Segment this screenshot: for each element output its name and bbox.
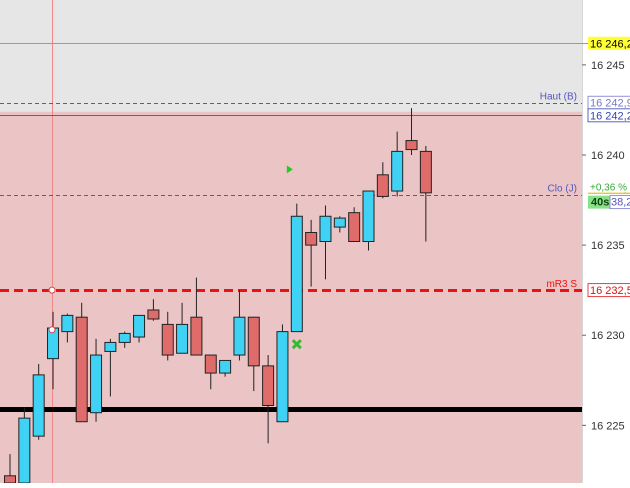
level-line-label: Clo (J)	[548, 184, 577, 195]
bear-candle	[348, 212, 361, 243]
timer-value-label: 38,2	[611, 197, 630, 209]
bear-candle	[204, 354, 217, 374]
bull-candle	[391, 150, 404, 192]
bull-candle	[18, 417, 31, 484]
level-line-label: mR3 S	[546, 279, 577, 290]
level-line-label: Haut (B)	[540, 92, 577, 103]
y-tick-label: 16 235	[591, 240, 625, 252]
bear-candle	[262, 365, 275, 407]
bear-candle	[190, 316, 203, 356]
crosshair-circle-marker	[48, 326, 56, 334]
crosshair-circle-marker	[48, 286, 56, 294]
bear-candle	[247, 316, 260, 367]
price-level-label: 16 232,5	[590, 285, 630, 297]
bear-candle	[161, 323, 174, 356]
bull-candle	[219, 359, 232, 374]
change-badge	[588, 180, 630, 193]
timer-value-badge	[609, 195, 630, 210]
price-level-badge	[588, 36, 630, 50]
bull-candle	[90, 354, 103, 414]
price-level-label: 16 242,2	[590, 110, 630, 122]
bear-candle	[419, 150, 432, 194]
bear-candle	[4, 475, 16, 484]
bull-candle	[362, 190, 375, 242]
timer-badge	[588, 195, 610, 209]
price-level-label: 16 242,9	[590, 98, 630, 110]
bear-candle	[75, 316, 88, 423]
signal-x-marker	[291, 339, 302, 350]
bear-candle	[405, 140, 418, 151]
y-tick-label: 16 245	[591, 60, 625, 72]
price-level-label: 16 246,2	[590, 38, 630, 50]
y-tick-label: 16 230	[591, 330, 625, 342]
price-level-badge	[587, 283, 630, 298]
bull-candle	[290, 215, 303, 333]
bull-candle	[133, 314, 146, 338]
y-tick-label: 16 240	[591, 150, 625, 162]
bear-candle	[376, 174, 389, 197]
bull-candle	[276, 331, 289, 423]
bear-candle	[147, 309, 160, 320]
bull-candle	[333, 217, 346, 228]
bear-candle	[305, 231, 318, 246]
y-tick-label: 16 225	[591, 420, 625, 432]
signal-triangle-marker	[286, 165, 293, 174]
bull-candle	[233, 316, 246, 356]
bull-candle	[61, 314, 74, 333]
bull-candle	[104, 341, 117, 352]
bull-candle	[118, 332, 131, 343]
price-axis-panel	[582, 0, 630, 483]
bull-candle	[32, 374, 45, 437]
price-level-badge	[587, 108, 630, 123]
timer-label: 40s	[591, 197, 609, 209]
change-percent-label: +0,36 %	[590, 183, 627, 194]
bull-candle	[319, 215, 332, 243]
bull-candle	[176, 323, 189, 354]
